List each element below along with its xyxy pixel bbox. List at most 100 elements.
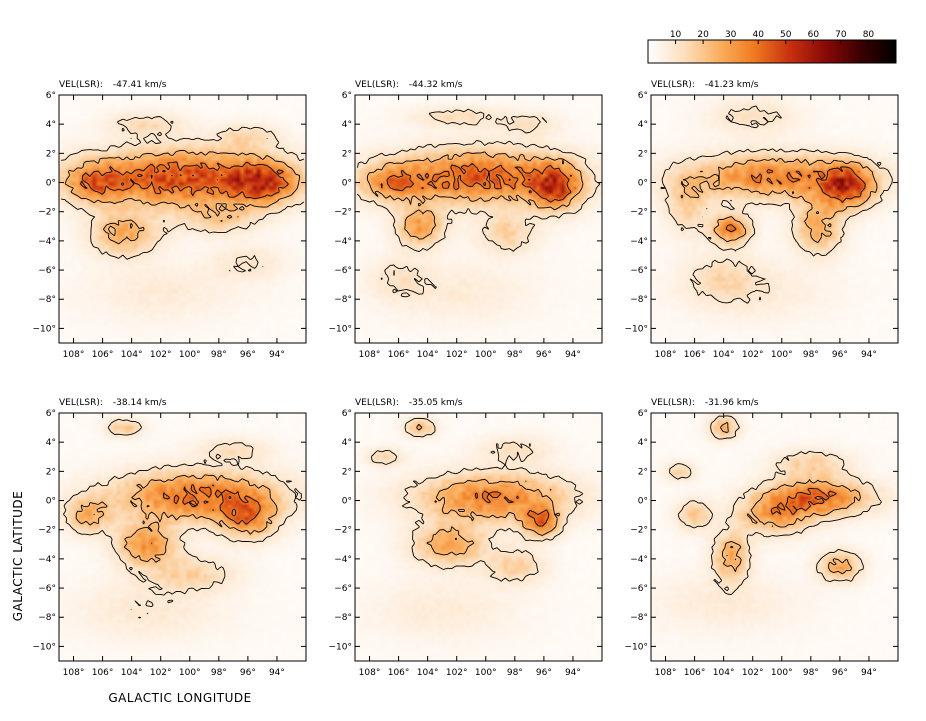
y-tick-label: 2° xyxy=(342,149,352,159)
x-tick-label: 96° xyxy=(832,668,848,678)
y-tick-label: −4° xyxy=(630,237,648,247)
intensity-map xyxy=(355,413,602,661)
y-tick-label: 0° xyxy=(342,179,352,189)
contour-lines xyxy=(63,418,302,619)
contour-level xyxy=(61,116,305,273)
y-tick-label: −2° xyxy=(38,208,56,218)
y-tick-label: 6° xyxy=(342,91,352,101)
y-tick-label: 2° xyxy=(342,467,352,477)
panel-frame xyxy=(650,94,899,344)
y-tick-label: 6° xyxy=(46,91,56,101)
contour-level xyxy=(725,166,866,233)
y-tick-label: 0° xyxy=(638,497,648,507)
x-tick-label: 108° xyxy=(63,350,85,360)
velocity-label: VEL(LSR): -47.41 km/s xyxy=(59,80,167,90)
y-tick-label: 6° xyxy=(638,91,648,101)
velocity-label: VEL(LSR): -31.96 km/s xyxy=(651,398,759,408)
y-tick-label: −2° xyxy=(334,208,352,218)
x-tick-label: 94° xyxy=(269,350,285,360)
y-tick-label: −2° xyxy=(38,526,56,536)
y-tick-label: −6° xyxy=(334,584,352,594)
velocity-label: VEL(LSR): -35.05 km/s xyxy=(355,398,463,408)
contour-level xyxy=(770,487,837,515)
x-tick-label: 94° xyxy=(269,668,285,678)
y-tick-label: −4° xyxy=(38,555,56,565)
contour-lines xyxy=(660,105,893,304)
y-tick-label: −2° xyxy=(630,526,648,536)
x-tick-label: 96° xyxy=(536,668,552,678)
contour-level xyxy=(416,423,561,556)
y-tick-label: 4° xyxy=(46,120,56,130)
x-tick-label: 94° xyxy=(861,668,877,678)
contour-level xyxy=(380,163,576,203)
y-tick-label: −8° xyxy=(334,613,352,623)
colorbar-bar xyxy=(647,39,897,64)
contour-lines xyxy=(356,108,601,298)
velocity-label: VEL(LSR): -41.23 km/s xyxy=(651,80,759,90)
x-tick-label: 94° xyxy=(565,350,581,360)
x-tick-label: 102° xyxy=(150,668,172,678)
colorbar-ticks: 10 20 30 40 50 60 70 80 xyxy=(670,30,874,44)
channel-panel: VEL(LSR): -44.32 km/s6° 4° 2° 0° −2° −4° −6° −8°… xyxy=(329,80,603,360)
y-tick-label: −2° xyxy=(630,208,648,218)
y-tick-label: −8° xyxy=(630,295,648,305)
x-tick-label: 96° xyxy=(536,350,552,360)
y-tick-label: 0° xyxy=(46,497,56,507)
x-tick-label: 108° xyxy=(655,668,677,678)
intensity-map xyxy=(59,413,306,661)
y-tick-label: 0° xyxy=(46,179,56,189)
y-tick-label: −4° xyxy=(630,555,648,565)
y-tick-label: 6° xyxy=(638,409,648,419)
y-tick-label: 4° xyxy=(638,120,648,130)
contour-level xyxy=(356,108,601,298)
intensity-map xyxy=(59,95,306,343)
contour-lines xyxy=(61,116,305,273)
y-tick-label: −8° xyxy=(334,295,352,305)
y-tick-label: 6° xyxy=(342,409,352,419)
y-tick-label: −10° xyxy=(625,642,649,652)
contour-level xyxy=(366,151,584,240)
y-tick-label: 2° xyxy=(46,467,56,477)
contour-lines xyxy=(669,415,882,596)
colorbar-tick-label: 40 xyxy=(752,30,764,40)
intensity-map xyxy=(651,413,898,661)
y-tick-label: 4° xyxy=(638,438,648,448)
x-axis-label: GALACTIC LONGITUDE xyxy=(108,691,251,705)
y-tick-label: −4° xyxy=(334,555,352,565)
x-tick-label: 94° xyxy=(565,668,581,678)
y-tick-label: −10° xyxy=(329,324,353,334)
x-tick-label: 102° xyxy=(742,668,764,678)
x-tick-label: 104° xyxy=(713,668,735,678)
channel-panel: VEL(LSR): -47.41 km/s6° 4° 2° 0° −2° −4° −6° −8°… xyxy=(33,80,307,360)
colorbar-tick-label: 30 xyxy=(725,30,737,40)
x-tick-label: 100° xyxy=(771,350,793,360)
x-tick-label: 102° xyxy=(446,668,468,678)
y-tick-label: 2° xyxy=(46,149,56,159)
x-tick-label: 98° xyxy=(211,668,227,678)
panels: VEL(LSR): -47.41 km/s6°4°2°0°−2°−4°−6°−8°… xyxy=(33,80,899,678)
panel-frame xyxy=(354,412,603,662)
intensity-map xyxy=(355,95,602,343)
y-tick-label: 4° xyxy=(342,438,352,448)
channel-panel: VEL(LSR): -31.96 km/s6° 4° 2° 0° −2° −4° −6° −8°… xyxy=(625,398,899,678)
y-tick-label: −4° xyxy=(38,237,56,247)
y-tick-label: 2° xyxy=(638,467,648,477)
panel-frame xyxy=(58,94,307,344)
y-tick-label: −10° xyxy=(625,324,649,334)
y-tick-label: 0° xyxy=(342,497,352,507)
x-tick-label: 106° xyxy=(92,668,114,678)
x-tick-label: 100° xyxy=(179,350,201,360)
colorbar: 10 20 30 40 50 60 70 80 xyxy=(647,30,897,64)
panel-frame xyxy=(58,412,307,662)
x-tick-label: 106° xyxy=(684,350,706,360)
x-tick-label: 106° xyxy=(388,350,410,360)
y-tick-label: −10° xyxy=(329,642,353,652)
x-tick-label: 106° xyxy=(388,668,410,678)
x-tick-label: 106° xyxy=(92,350,114,360)
y-tick-label: 6° xyxy=(46,409,56,419)
y-tick-label: −8° xyxy=(630,613,648,623)
intensity-map xyxy=(651,95,898,343)
x-tick-label: 108° xyxy=(359,350,381,360)
y-axis-label: GALACTIC LATITUDE xyxy=(11,491,25,621)
